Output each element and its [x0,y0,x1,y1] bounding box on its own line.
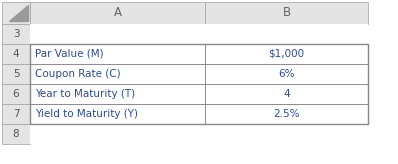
Text: 8: 8 [13,129,20,139]
Text: Par Value (M): Par Value (M) [35,49,103,59]
Text: 4: 4 [13,49,20,59]
Bar [2,64,30,84]
Text: Year to Maturity (T): Year to Maturity (T) [35,89,135,99]
Bar [30,24,205,44]
Bar [2,24,30,44]
Bar [30,84,205,104]
Polygon shape [9,5,28,21]
Text: 7: 7 [13,109,20,119]
Bar [205,2,368,24]
Bar [2,2,30,24]
Bar [30,124,205,144]
Bar [205,64,368,84]
Text: 6%: 6% [278,69,295,79]
Text: 6: 6 [13,89,20,99]
Bar [205,84,368,104]
Bar [30,2,205,24]
Text: Yield to Maturity (Y): Yield to Maturity (Y) [35,109,138,119]
Text: $1,000: $1,000 [268,49,304,59]
Text: Coupon Rate (C): Coupon Rate (C) [35,69,121,79]
Text: 3: 3 [13,29,20,39]
Text: 5: 5 [13,69,20,79]
Bar [2,44,30,64]
Text: B: B [283,7,291,20]
Bar [2,84,30,104]
Bar [205,24,368,44]
Bar [205,44,368,64]
Bar [30,64,205,84]
Bar [205,104,368,124]
Bar [30,44,368,124]
Text: A: A [113,7,121,20]
Text: 4: 4 [283,89,290,99]
Bar [30,44,205,64]
Bar [30,104,205,124]
Bar [2,124,30,144]
Bar [2,104,30,124]
Bar [205,124,368,144]
Text: 2.5%: 2.5% [273,109,300,119]
